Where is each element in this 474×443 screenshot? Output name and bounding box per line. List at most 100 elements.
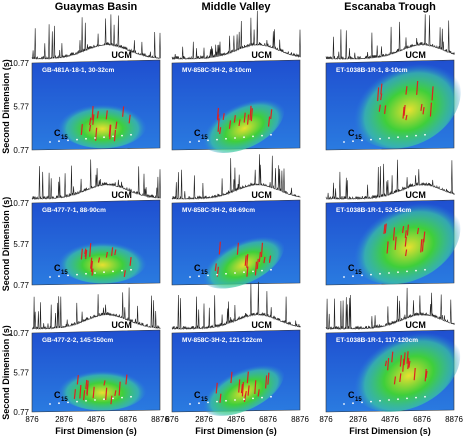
ucm-label: UCM	[251, 50, 271, 60]
y-tick-label: 5.77	[13, 103, 29, 112]
alkane-dot	[270, 133, 272, 136]
column-title: Guaymas Basin	[55, 1, 138, 13]
alkane-dot	[352, 140, 354, 143]
alkane-dot	[225, 137, 227, 140]
peak	[103, 380, 106, 386]
c15-label: C	[194, 128, 201, 138]
peak	[214, 263, 217, 272]
peak	[416, 80, 419, 95]
c15-sub: 15	[355, 397, 362, 403]
peak	[422, 106, 425, 115]
alkane-dot	[76, 273, 78, 276]
peak	[108, 124, 111, 137]
alkane-dot	[397, 398, 399, 401]
signal-blob	[200, 232, 285, 289]
alkane-dot	[352, 402, 354, 405]
peak	[244, 255, 247, 266]
peak	[384, 105, 387, 115]
peak	[238, 379, 241, 393]
c15-sub: 15	[201, 270, 208, 276]
peak	[105, 387, 108, 401]
panel-label: MV-858C-3H-2, 121-122cm	[182, 337, 262, 344]
peak	[219, 393, 222, 403]
peak	[393, 376, 397, 385]
peak	[401, 225, 405, 234]
alkane-dot	[189, 403, 191, 405]
alkane-dot	[225, 272, 227, 275]
peak	[90, 260, 93, 272]
peak	[89, 243, 92, 257]
peak	[425, 370, 428, 378]
peak	[420, 103, 423, 111]
alkane-dot	[198, 402, 200, 405]
peak	[243, 112, 246, 123]
panel: MV-858C-3H-2, 68-69cm UCM C 15	[171, 154, 301, 289]
alkane-dot	[216, 138, 218, 141]
peak	[246, 266, 249, 277]
alkane-dot	[216, 273, 218, 276]
c15-label: C	[348, 128, 355, 138]
alkane-dot	[234, 272, 236, 274]
peak	[246, 254, 249, 268]
peak	[118, 381, 121, 396]
peak	[216, 107, 220, 120]
peak	[97, 257, 101, 263]
alkane-dot	[85, 272, 87, 275]
alkane-dot	[198, 140, 200, 143]
alkane-dot	[76, 138, 78, 141]
panel-label: MV-858C-3H-2, 8-10cm	[182, 67, 252, 74]
alkane-dot	[379, 272, 381, 275]
peak	[378, 104, 381, 112]
peak	[129, 257, 132, 266]
peak	[391, 351, 394, 363]
peak	[265, 375, 268, 389]
signal-blob	[350, 325, 461, 412]
panel-label: MV-858C-3H-2, 68-69cm	[182, 207, 255, 214]
ucm-label: UCM	[111, 190, 132, 200]
peak	[114, 249, 117, 256]
peak	[80, 248, 83, 260]
peak	[431, 86, 434, 101]
chromatogram	[171, 281, 301, 331]
peak	[246, 114, 250, 125]
peak	[404, 249, 408, 257]
peak	[406, 351, 409, 364]
x-tick-label: 6876	[413, 415, 431, 424]
peak	[217, 118, 220, 132]
alkane-dot	[424, 133, 426, 136]
peak	[402, 358, 405, 372]
peak	[380, 83, 383, 95]
peak	[256, 258, 259, 270]
peak	[230, 371, 233, 384]
alkane-dot	[243, 271, 245, 274]
peak	[384, 360, 388, 367]
peak	[115, 121, 118, 129]
peak	[407, 357, 410, 370]
y-tick-label: 10.77	[9, 59, 30, 68]
alkane-dot	[67, 139, 69, 142]
alkane-dot	[76, 400, 78, 403]
alkane-dot	[85, 399, 87, 402]
y-tick-label: 5.77	[13, 240, 29, 249]
ucm-label: UCM	[251, 190, 271, 200]
y-tick-label: 5.77	[13, 369, 29, 378]
ucm-label: UCM	[405, 50, 426, 60]
ucm-label: UCM	[405, 190, 426, 200]
x-tick-label: 8876	[291, 415, 309, 424]
alkane-dot	[388, 272, 390, 274]
panel: GB-477-2-2, 145-150cm UCM C 15	[31, 287, 161, 413]
alkane-dot	[67, 401, 69, 404]
c15-label: C	[54, 263, 61, 273]
panel-label: GB-477-7-1, 88-90cm	[42, 207, 106, 214]
alkane-dot	[112, 270, 114, 273]
alkane-dot	[379, 137, 381, 140]
alkane-dot	[388, 399, 390, 401]
alkane-dot	[243, 136, 245, 139]
panel-label: ET-1038B-1R-1, 117-120cm	[336, 337, 418, 344]
peak	[254, 261, 258, 276]
peak	[405, 86, 408, 95]
alkane-dot	[207, 401, 209, 404]
alkane-dot	[415, 269, 417, 272]
x-tick-label: 6876	[259, 415, 277, 424]
peak	[96, 111, 99, 119]
